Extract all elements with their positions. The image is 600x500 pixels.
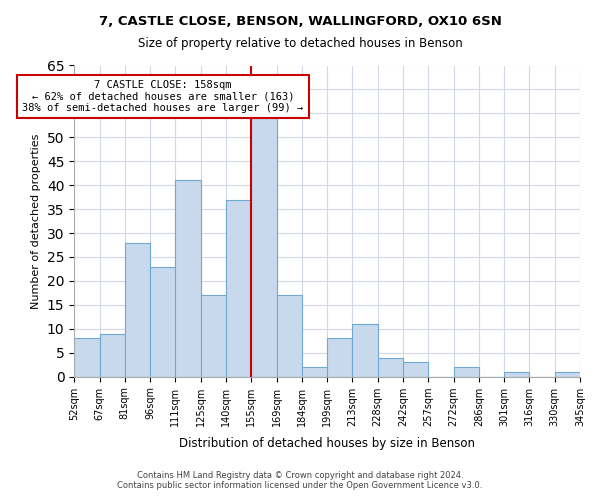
- Bar: [74, 338, 100, 376]
- Bar: [378, 358, 403, 376]
- Text: Contains HM Land Registry data © Crown copyright and database right 2024.
Contai: Contains HM Land Registry data © Crown c…: [118, 470, 482, 490]
- Bar: [150, 266, 175, 376]
- Bar: [175, 180, 200, 376]
- Bar: [352, 324, 378, 376]
- Bar: [100, 334, 125, 376]
- Bar: [454, 367, 479, 376]
- Text: 7 CASTLE CLOSE: 158sqm
← 62% of detached houses are smaller (163)
38% of semi-de: 7 CASTLE CLOSE: 158sqm ← 62% of detached…: [22, 80, 304, 113]
- Text: 7, CASTLE CLOSE, BENSON, WALLINGFORD, OX10 6SN: 7, CASTLE CLOSE, BENSON, WALLINGFORD, OX…: [98, 15, 502, 28]
- Bar: [504, 372, 529, 376]
- Bar: [555, 372, 580, 376]
- Bar: [251, 118, 277, 376]
- Bar: [200, 296, 226, 376]
- Bar: [277, 296, 302, 376]
- X-axis label: Distribution of detached houses by size in Benson: Distribution of detached houses by size …: [179, 437, 475, 450]
- Bar: [226, 200, 251, 376]
- Bar: [125, 242, 150, 376]
- Bar: [302, 367, 327, 376]
- Bar: [327, 338, 352, 376]
- Bar: [403, 362, 428, 376]
- Text: Size of property relative to detached houses in Benson: Size of property relative to detached ho…: [137, 38, 463, 51]
- Y-axis label: Number of detached properties: Number of detached properties: [31, 134, 41, 309]
